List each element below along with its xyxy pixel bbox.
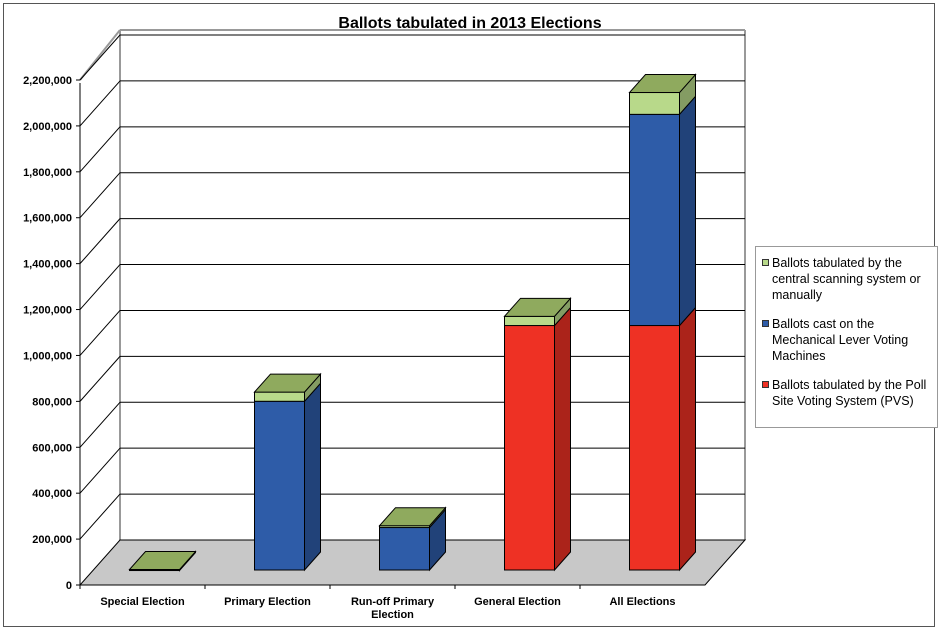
y-tick-label: 1,200,000 — [23, 305, 72, 317]
bar-segment-front — [254, 400, 305, 571]
x-tick-label: Primary Election — [224, 596, 311, 608]
x-tick-label-line: All Elections — [609, 596, 675, 608]
chart-walls — [79, 29, 746, 540]
legend: Ballots tabulated by the central scannin… — [755, 246, 938, 428]
legend-swatch — [762, 381, 769, 388]
y-tick-label: 1,400,000 — [23, 259, 72, 271]
bar-top-face — [128, 551, 197, 571]
bar-segment-front — [629, 325, 680, 571]
y-tick-label: 0 — [66, 580, 72, 592]
gridline-side — [79, 356, 121, 402]
bar-segment-front — [629, 92, 680, 115]
bar-top-face — [628, 74, 697, 94]
bar-segment-side — [304, 381, 321, 572]
side-wall-top-edge — [79, 29, 121, 81]
legend-label: Ballots tabulated by the central scannin… — [772, 256, 921, 302]
legend-label: Ballots tabulated by the Poll Site Votin… — [772, 378, 927, 408]
bar-segment-side — [554, 306, 571, 572]
gridline-side — [79, 310, 121, 356]
bar-segment-side — [679, 95, 696, 327]
bar-segment-front — [504, 315, 555, 327]
bars — [128, 73, 697, 572]
x-tick-label-line: Run-off Primary — [351, 596, 435, 608]
x-tick-label-line: General Election — [474, 596, 561, 608]
gridline-side — [79, 34, 121, 81]
gridline-side — [79, 401, 121, 448]
gridline-side — [79, 80, 121, 127]
y-axis: 0 200,000 400,000 600,000 800,000 1,000,000 1,… — [23, 75, 81, 592]
legend-swatch — [762, 259, 769, 266]
bar-segment-side — [679, 306, 696, 572]
bar-segment-front — [504, 325, 555, 571]
x-tick-label: Run-off Primary Election — [351, 596, 435, 621]
y-tick-label: 200,000 — [32, 534, 72, 546]
bar-top-face — [253, 373, 322, 393]
x-tick-label: General Election — [474, 596, 561, 608]
y-tick-label: 1,000,000 — [23, 350, 72, 362]
x-tick-label-line: Election — [371, 609, 414, 621]
y-tick-label: 600,000 — [32, 442, 72, 454]
gridline-side — [79, 447, 121, 494]
bar-segment-front — [379, 527, 430, 571]
bar-top-face — [503, 297, 572, 317]
x-axis: Special Election Primary Election Run-off … — [79, 584, 705, 621]
y-tick-label: 1,800,000 — [23, 167, 72, 179]
x-tick-label-line: Special Election — [100, 596, 185, 608]
y-tick-label: 800,000 — [32, 396, 72, 408]
x-tick-label: All Elections — [609, 596, 675, 608]
y-tick-label: 2,000,000 — [23, 121, 72, 133]
gridline-side — [79, 218, 121, 264]
y-tick-label: 2,200,000 — [23, 75, 72, 87]
bar-top-face — [378, 507, 447, 527]
y-tick-label: 400,000 — [32, 488, 72, 500]
chart-title: Ballots tabulated in 2013 Elections — [338, 15, 602, 32]
gridline-side — [79, 172, 121, 219]
x-tick-label: Special Election — [100, 596, 185, 608]
bar-segment-front — [254, 391, 305, 402]
gridline-side — [79, 264, 121, 310]
y-tick-label: 1,600,000 — [23, 213, 72, 225]
gridline-side — [79, 493, 121, 540]
gridline-side — [79, 126, 121, 173]
legend-label: Ballots cast on the Mechanical Lever Vot… — [772, 317, 909, 363]
legend-swatch — [762, 320, 769, 327]
bar-segment-front — [629, 113, 680, 327]
x-tick-label-line: Primary Election — [224, 596, 311, 608]
